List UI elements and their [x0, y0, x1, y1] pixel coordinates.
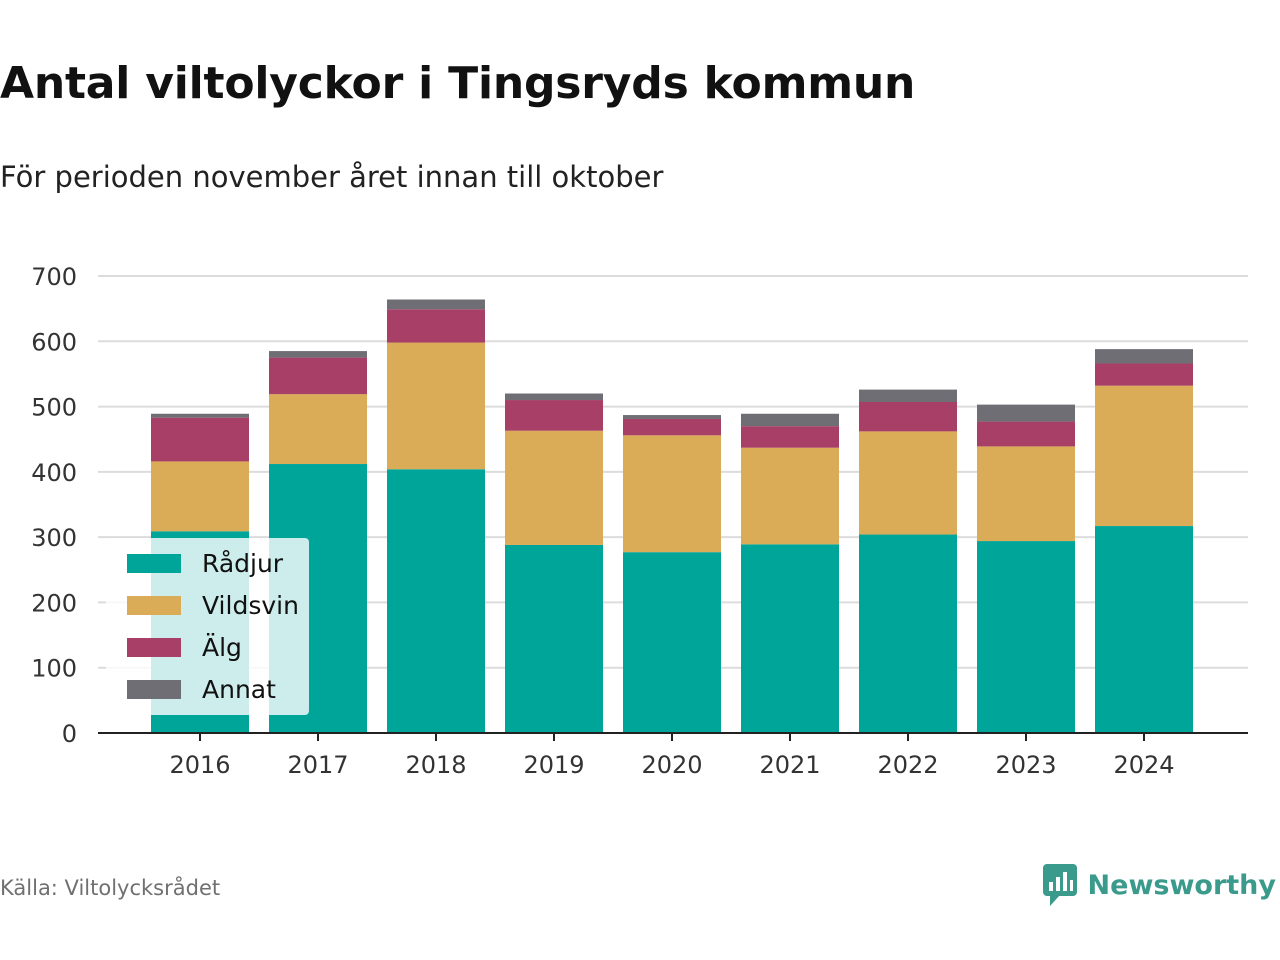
bar-segment	[269, 351, 367, 358]
bar-segment	[741, 413, 839, 427]
bar-segment	[977, 446, 1075, 542]
bar-segment	[387, 469, 485, 733]
x-tick-label: 2017	[287, 751, 348, 779]
legend-swatch	[127, 554, 181, 573]
y-tick-label: 200	[31, 589, 77, 617]
bar-segment	[387, 309, 485, 343]
newsworthy-logo-icon	[1042, 864, 1077, 906]
y-tick-label: 600	[31, 328, 77, 356]
bar-segment	[269, 357, 367, 395]
y-tick-label: 300	[31, 524, 77, 552]
bar-segment	[859, 389, 957, 403]
x-tick-label: 2023	[995, 751, 1056, 779]
bar-segment	[1095, 349, 1193, 364]
bar-segment	[977, 404, 1075, 422]
bar-segment	[1095, 526, 1193, 733]
legend-label: Annat	[202, 675, 276, 704]
y-tick-label: 700	[31, 263, 77, 291]
bar-segment	[505, 400, 603, 431]
chart-subtitle: För perioden november året innan till ok…	[0, 160, 664, 194]
y-axis-tick-labels: 0 100 200 300 400 500 600 700	[31, 263, 77, 748]
legend: Rådjur Vildsvin Älg Annat	[106, 538, 309, 715]
legend-label: Vildsvin	[202, 591, 299, 620]
legend-label: Älg	[202, 633, 242, 662]
y-tick-label: 400	[31, 459, 77, 487]
x-tick-label: 2016	[169, 751, 230, 779]
bar-segment	[623, 552, 721, 733]
chart-title: Antal viltolyckor i Tingsryds kommun	[0, 58, 916, 109]
legend-swatch	[127, 638, 181, 657]
bar-segment	[151, 413, 249, 418]
bar-segment	[623, 415, 721, 419]
bar-segment	[741, 426, 839, 448]
bar-segment	[505, 544, 603, 733]
bar-segment	[1095, 385, 1193, 527]
legend-box	[106, 538, 309, 715]
bar-segment	[269, 394, 367, 465]
y-tick-label: 0	[62, 720, 77, 748]
x-tick-label: 2020	[641, 751, 702, 779]
bar-segment	[151, 417, 249, 462]
bar-segment	[151, 461, 249, 532]
brand-logo[interactable]: Newsworthy	[1042, 862, 1276, 908]
bar-segment	[977, 541, 1075, 733]
bar-segment	[387, 299, 485, 310]
x-tick-label: 2019	[523, 751, 584, 779]
bar-segment	[387, 342, 485, 470]
y-tick-label: 100	[31, 655, 77, 683]
x-axis-tick-labels: 2016 2017 2018 2019 2020 2021 2022 2023 2024	[169, 733, 1175, 779]
bar-segment	[505, 393, 603, 401]
bar-segment	[1095, 363, 1193, 386]
bar-segment	[859, 534, 957, 733]
bar-segment	[623, 418, 721, 436]
legend-label: Rådjur	[202, 549, 284, 578]
source-note: Källa: Viltolycksrådet	[0, 876, 221, 900]
bar-segment	[859, 431, 957, 535]
bar-segment	[741, 544, 839, 733]
legend-swatch	[127, 596, 181, 615]
bar-segment	[505, 430, 603, 545]
x-tick-label: 2018	[405, 751, 466, 779]
bar-segment	[623, 435, 721, 553]
x-tick-label: 2024	[1113, 751, 1174, 779]
y-tick-label: 500	[31, 394, 77, 422]
brand-name: Newsworthy	[1087, 869, 1276, 901]
bar-segment	[741, 447, 839, 545]
x-tick-label: 2022	[877, 751, 938, 779]
bar-segment	[977, 421, 1075, 447]
x-tick-label: 2021	[759, 751, 820, 779]
bar-segment	[859, 402, 957, 432]
legend-swatch	[127, 680, 181, 699]
